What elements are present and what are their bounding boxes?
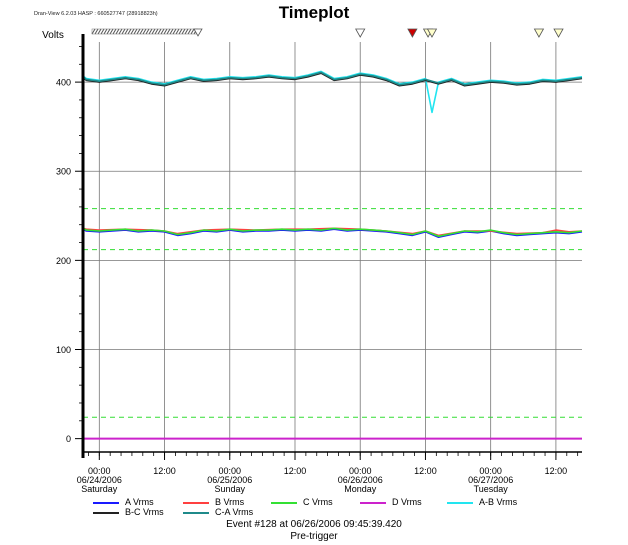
legend-entry-d-vrms: D Vrms bbox=[360, 497, 422, 507]
software-version-label: Dran-View 6.2.03 HASP : 660527747 (28918… bbox=[34, 11, 158, 17]
series-line-c-vrms bbox=[82, 227, 583, 238]
hatch-stroke bbox=[181, 28, 186, 35]
x-tick-time: 00:00 bbox=[479, 466, 502, 476]
hatch-stroke bbox=[175, 28, 180, 35]
legend-entry-c-vrms: C Vrms bbox=[271, 497, 333, 507]
legend-label: A Vrms bbox=[125, 497, 154, 507]
legend-swatch bbox=[183, 511, 209, 514]
tick-labels: 010020030040000:0006/24/2006Saturday12:0… bbox=[56, 78, 567, 494]
hatch-stroke bbox=[127, 28, 132, 35]
legend-entry-a-b-vrms: A-B Vrms bbox=[447, 497, 517, 507]
legend-swatch bbox=[93, 501, 119, 504]
hatch-stroke bbox=[91, 28, 96, 35]
hatch-stroke bbox=[133, 28, 138, 35]
event-label: Event #128 at 06/26/2006 09:45:39.420 bbox=[226, 519, 402, 530]
hatch-stroke bbox=[172, 28, 177, 35]
hatch-stroke bbox=[190, 28, 195, 35]
x-tick-day: Saturday bbox=[81, 484, 118, 494]
x-tick-time: 00:00 bbox=[349, 466, 372, 476]
legend-swatch bbox=[183, 501, 209, 504]
trigger-marker[interactable] bbox=[407, 28, 418, 38]
hatch-end-marker bbox=[193, 28, 203, 37]
hatch-stroke bbox=[124, 28, 129, 35]
grid-lines bbox=[83, 42, 582, 452]
hatch-stroke bbox=[97, 28, 102, 35]
series-line-c-a-vrms bbox=[82, 71, 583, 86]
hatch-stroke bbox=[112, 28, 117, 35]
hatch-stroke bbox=[166, 28, 171, 35]
hatch-stroke bbox=[103, 28, 108, 35]
event-marker[interactable] bbox=[533, 28, 545, 38]
legend-label: B Vrms bbox=[215, 497, 245, 507]
hatch-stroke bbox=[100, 28, 105, 35]
data-coverage-hatch[interactable] bbox=[91, 28, 203, 37]
x-tick-date: 06/24/2006 bbox=[77, 475, 122, 485]
legend-entry-a-vrms: A Vrms bbox=[93, 497, 154, 507]
legend-swatch bbox=[93, 511, 119, 514]
legend-label: D Vrms bbox=[392, 497, 422, 507]
hatch-stroke bbox=[163, 28, 168, 35]
x-tick-time: 00:00 bbox=[218, 466, 241, 476]
y-tick-label: 0 bbox=[66, 434, 71, 444]
legend-entry-b-c-vrms: B-C Vrms bbox=[93, 507, 164, 517]
series-line-a-b-vrms bbox=[82, 70, 583, 114]
y-tick-label: 400 bbox=[56, 78, 71, 88]
hatch-stroke bbox=[139, 28, 144, 35]
legend-entry-c-a-vrms: C-A Vrms bbox=[183, 507, 253, 517]
hatch-stroke bbox=[154, 28, 159, 35]
x-tick-time: 12:00 bbox=[545, 466, 568, 476]
y-tick-label: 200 bbox=[56, 256, 71, 266]
hatch-stroke bbox=[115, 28, 120, 35]
hatch-stroke bbox=[178, 28, 183, 35]
series-layer bbox=[82, 70, 583, 440]
event-marker[interactable] bbox=[553, 28, 564, 38]
x-tick-time: 12:00 bbox=[414, 466, 437, 476]
event-sublabel: Pre-trigger bbox=[290, 531, 338, 542]
x-tick-day: Monday bbox=[344, 484, 377, 494]
axes bbox=[75, 34, 582, 460]
hatch-stroke bbox=[130, 28, 135, 35]
y-tick-label: 300 bbox=[56, 167, 71, 177]
hatch-stroke bbox=[151, 28, 156, 35]
x-tick-date: 06/25/2006 bbox=[207, 475, 252, 485]
legend-entry-b-vrms: B Vrms bbox=[183, 497, 244, 507]
legend-swatch bbox=[447, 501, 473, 504]
hatch-stroke bbox=[142, 28, 147, 35]
x-tick-date: 06/26/2006 bbox=[338, 475, 383, 485]
legend-label: A-B Vrms bbox=[479, 497, 518, 507]
y-axis-label: Volts bbox=[42, 30, 64, 41]
x-tick-time: 12:00 bbox=[284, 466, 307, 476]
hatch-stroke bbox=[121, 28, 126, 35]
hatch-stroke bbox=[118, 28, 123, 35]
hatch-stroke bbox=[145, 28, 150, 35]
hatch-stroke bbox=[106, 28, 111, 35]
legend-label: C Vrms bbox=[303, 497, 333, 507]
hatch-stroke bbox=[187, 28, 192, 35]
y-tick-label: 100 bbox=[56, 345, 71, 355]
x-tick-time: 00:00 bbox=[88, 466, 111, 476]
event-marker[interactable] bbox=[355, 28, 366, 38]
hatch-stroke bbox=[94, 28, 99, 35]
legend-swatch bbox=[271, 501, 297, 504]
x-tick-day: Sunday bbox=[214, 484, 245, 494]
hatch-stroke bbox=[184, 28, 189, 35]
hatch-stroke bbox=[157, 28, 162, 35]
hatch-stroke bbox=[169, 28, 174, 35]
legend-swatch bbox=[360, 501, 386, 504]
legend-label: B-C Vrms bbox=[125, 507, 164, 517]
hatch-stroke bbox=[148, 28, 153, 35]
hatch-stroke bbox=[160, 28, 165, 35]
x-tick-date: 06/27/2006 bbox=[468, 475, 513, 485]
x-tick-time: 12:00 bbox=[153, 466, 176, 476]
chart-title: Timeplot bbox=[278, 3, 350, 22]
event-strip[interactable] bbox=[91, 28, 564, 38]
limit-lines bbox=[83, 208, 582, 418]
x-tick-day: Tuesday bbox=[474, 484, 509, 494]
hatch-stroke bbox=[136, 28, 141, 35]
legend-label: C-A Vrms bbox=[215, 507, 254, 517]
hatch-stroke bbox=[109, 28, 114, 35]
event-marker[interactable] bbox=[426, 28, 438, 38]
